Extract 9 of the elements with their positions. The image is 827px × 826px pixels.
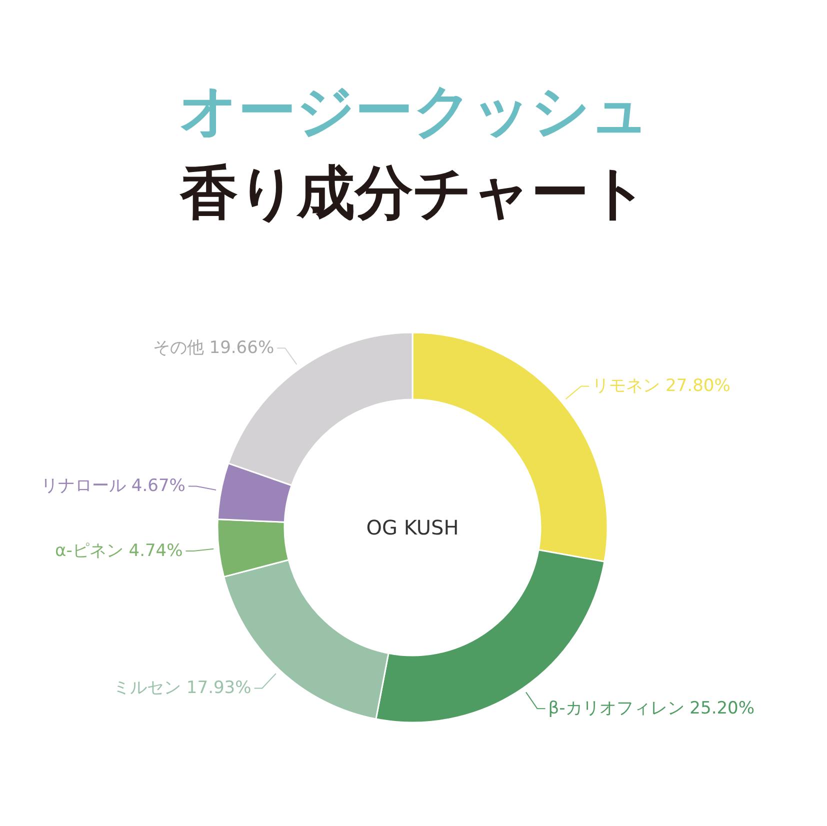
chart-subtitle: 香り成分チャート (179, 158, 648, 226)
slice-label: その他 19.66% (152, 338, 274, 358)
text: OG KUSH (366, 516, 459, 540)
chart-title: オージークッシュ (179, 76, 649, 144)
slice-label: ミルセン 17.93% (113, 678, 252, 698)
slice-label: リモネン 27.80% (592, 376, 730, 396)
slice-label: β-カリオフィレン 25.20% (548, 698, 755, 719)
slice-label: α-ピネン 4.74% (55, 540, 183, 561)
slice-label: リナロール 4.67% (41, 476, 186, 496)
